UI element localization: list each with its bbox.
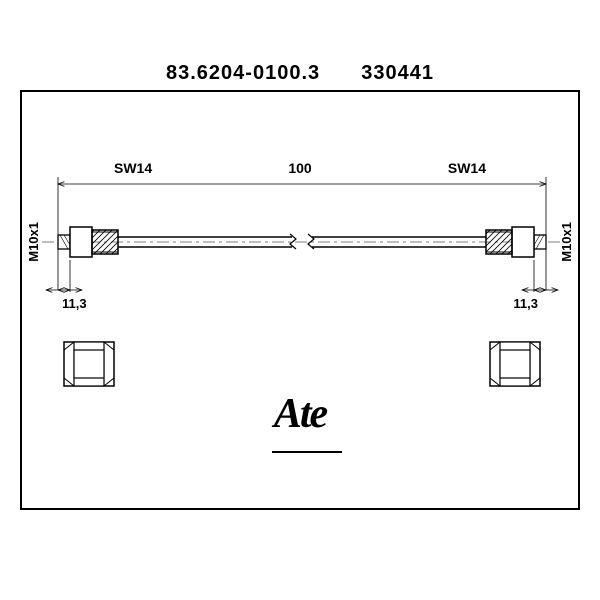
left-end-view <box>64 342 114 386</box>
drawing-sheet: 83.6204-0100.3 330441 M10x1 M10x1 SW14 S… <box>20 90 580 510</box>
part-number: 83.6204-0100.3 <box>166 62 320 84</box>
header: 83.6204-0100.3 330441 <box>166 62 434 85</box>
ref-number: 330441 <box>361 62 434 84</box>
right-end-view <box>490 342 540 386</box>
technical-drawing <box>22 92 582 512</box>
